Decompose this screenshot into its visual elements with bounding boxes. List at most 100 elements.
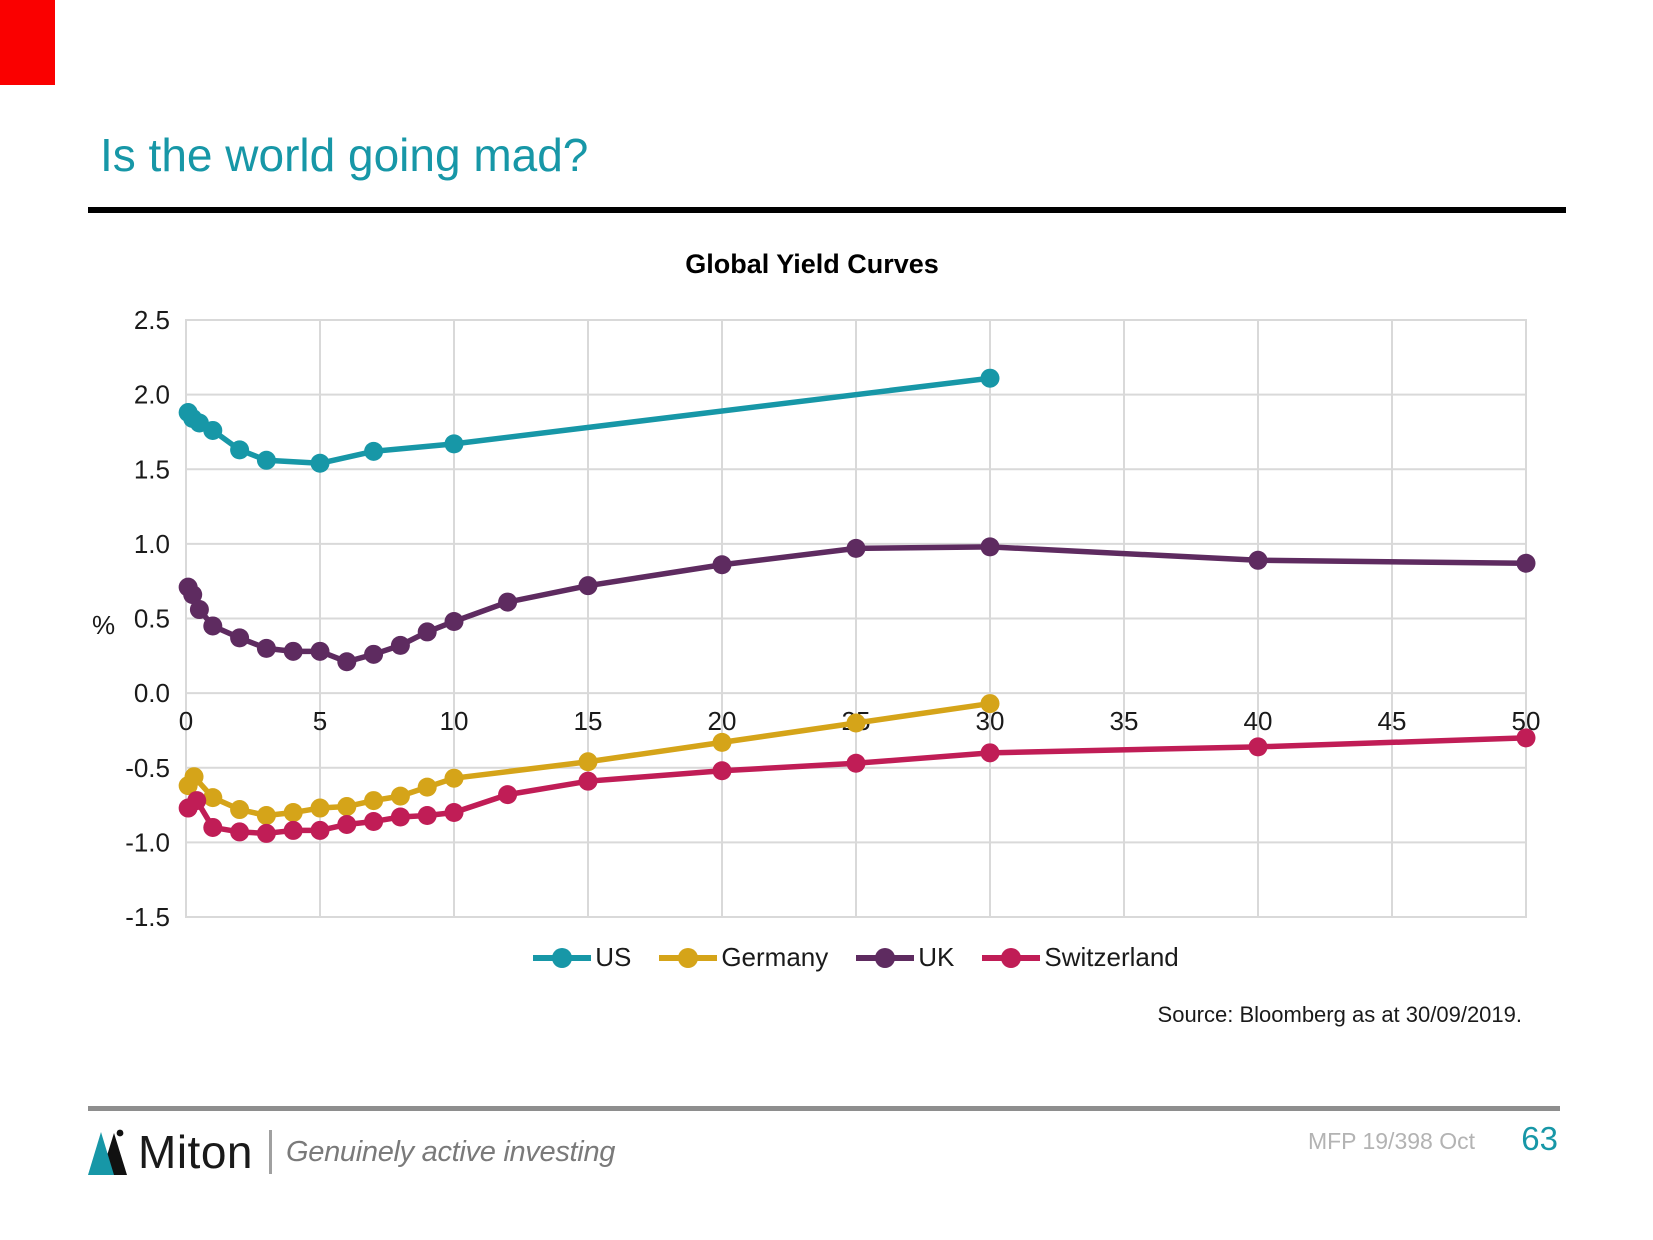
y-tick-label: 1.5 xyxy=(134,454,170,484)
title-underline xyxy=(88,207,1566,213)
series-uk xyxy=(178,537,1536,672)
series-line-germany xyxy=(185,700,993,819)
data-point-germany xyxy=(846,713,866,733)
series-line-uk xyxy=(185,544,1529,665)
data-point-uk xyxy=(498,592,518,612)
miton-mountain-icon xyxy=(88,1129,127,1175)
data-point-uk xyxy=(230,628,250,648)
data-point-uk xyxy=(189,600,209,620)
data-point-uk xyxy=(310,641,330,661)
chart-title: Global Yield Curves xyxy=(685,249,939,279)
data-point-uk xyxy=(256,638,276,658)
data-point-germany xyxy=(184,767,204,787)
data-point-germany xyxy=(712,732,732,752)
chart-legend: US Germany UK Switzerland xyxy=(186,942,1526,973)
legend-marker-us xyxy=(533,947,592,968)
series-germany xyxy=(178,694,1000,826)
y-tick-label: -1.5 xyxy=(125,902,170,932)
data-point-us xyxy=(980,368,1000,388)
y-axis-label: % xyxy=(92,610,116,640)
brand-logo: Miton Genuinely active investing xyxy=(88,1126,615,1178)
data-point-germany xyxy=(364,791,384,811)
data-point-germany xyxy=(230,800,250,820)
data-point-us xyxy=(230,440,250,460)
data-point-uk xyxy=(1248,550,1268,570)
y-tick-label: -1.0 xyxy=(125,827,170,857)
data-point-uk xyxy=(337,652,357,672)
data-point-switzerland xyxy=(498,785,518,805)
data-point-us xyxy=(364,441,384,461)
red-marker xyxy=(0,0,55,85)
legend-label: Germany xyxy=(721,942,829,972)
data-point-uk xyxy=(183,585,203,605)
axis-tick-labels: 2.52.01.51.00.50.0-0.5-1.0-1.50510152025… xyxy=(125,305,1540,932)
y-tick-label: 2.0 xyxy=(134,380,170,410)
data-point-germany xyxy=(283,803,303,823)
data-point-uk xyxy=(364,644,384,664)
y-tick-label: 0.5 xyxy=(134,604,170,634)
data-point-switzerland xyxy=(444,803,464,823)
data-point-switzerland xyxy=(337,814,357,834)
legend-label: UK xyxy=(918,942,955,972)
brand-tagline: Genuinely active investing xyxy=(285,1135,616,1168)
data-point-switzerland xyxy=(980,743,1000,763)
brand-name: Miton xyxy=(138,1126,253,1178)
data-point-uk xyxy=(283,641,303,661)
y-tick-label: 0.0 xyxy=(134,678,170,708)
page-number: 63 xyxy=(1521,1120,1558,1157)
data-point-switzerland xyxy=(364,811,384,831)
series-line-switzerland xyxy=(185,735,1529,837)
data-point-switzerland xyxy=(417,806,437,826)
data-point-us xyxy=(310,453,330,473)
legend-item-uk: UK xyxy=(856,942,954,973)
x-tick-label: 40 xyxy=(1244,706,1273,736)
x-tick-label: 10 xyxy=(440,706,469,736)
data-point-germany xyxy=(980,694,1000,714)
legend-item-germany: Germany xyxy=(659,942,828,973)
data-point-germany xyxy=(337,797,357,817)
series-us xyxy=(178,368,1000,473)
y-tick-label: 1.0 xyxy=(134,529,170,559)
logo-divider xyxy=(268,1130,272,1174)
data-point-switzerland xyxy=(390,807,410,827)
data-point-uk xyxy=(203,616,223,636)
data-point-uk xyxy=(980,537,1000,557)
legend-marker-switzerland xyxy=(982,947,1041,968)
source-note: Source: Bloomberg as at 30/09/2019. xyxy=(1157,1002,1522,1027)
data-point-switzerland xyxy=(578,771,598,791)
data-point-switzerland xyxy=(846,753,866,773)
data-point-uk xyxy=(578,576,598,596)
legend-item-us: US xyxy=(533,942,631,973)
legend-label: US xyxy=(595,942,632,972)
legend-marker-uk xyxy=(856,947,915,968)
gridlines xyxy=(185,319,1527,918)
data-point-switzerland xyxy=(310,820,330,840)
data-point-uk xyxy=(444,611,464,631)
footer-divider xyxy=(88,1106,1560,1111)
data-point-switzerland xyxy=(283,820,303,840)
data-point-uk xyxy=(390,635,410,655)
series-switzerland xyxy=(178,728,1536,843)
legend-marker-germany xyxy=(659,947,718,968)
data-point-germany xyxy=(310,798,330,818)
data-point-switzerland xyxy=(187,791,207,811)
x-tick-label: 0 xyxy=(179,706,193,736)
data-point-uk xyxy=(712,555,732,575)
data-point-germany xyxy=(203,788,223,808)
data-point-germany xyxy=(578,752,598,772)
data-point-germany xyxy=(390,786,410,806)
data-point-us xyxy=(203,420,223,440)
x-tick-label: 5 xyxy=(313,706,327,736)
data-point-germany xyxy=(444,768,464,788)
legend-label: Switzerland xyxy=(1044,942,1179,972)
x-tick-label: 15 xyxy=(574,706,603,736)
data-point-germany xyxy=(256,806,276,826)
x-tick-label: 20 xyxy=(708,706,737,736)
data-point-switzerland xyxy=(1248,737,1268,757)
data-point-uk xyxy=(1516,553,1536,573)
data-point-switzerland xyxy=(712,761,732,781)
data-point-us xyxy=(444,434,464,454)
data-point-switzerland xyxy=(256,823,276,843)
plot-border xyxy=(185,319,1527,918)
